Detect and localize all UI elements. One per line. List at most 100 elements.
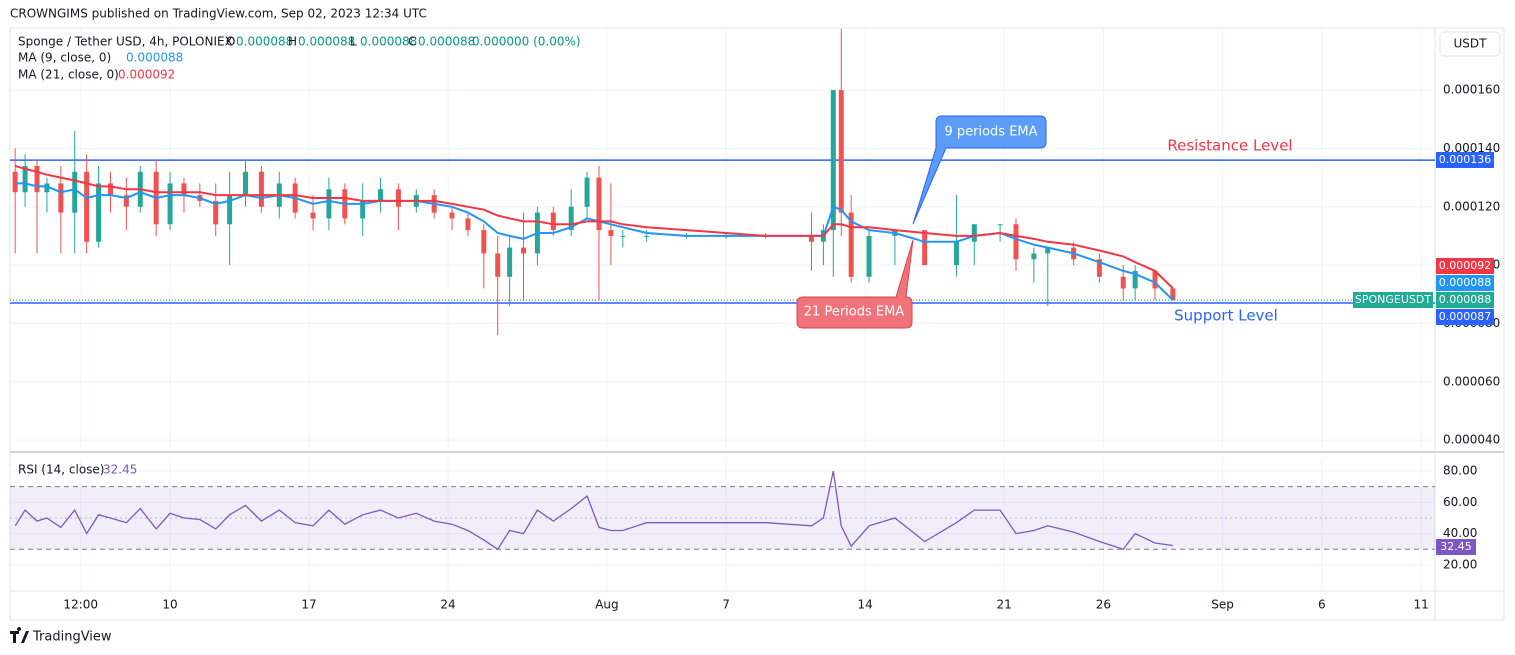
candle-body	[167, 183, 173, 225]
currency-button[interactable]	[1439, 31, 1501, 57]
callout	[796, 239, 914, 329]
y-tick-label: 0.000040	[1443, 433, 1500, 447]
rsi-tick-label: 60.00	[1443, 495, 1477, 509]
candle-body	[971, 224, 977, 242]
candle-body	[1045, 247, 1051, 254]
price-tag-label: 0.000092	[1439, 259, 1492, 272]
price-tag-label: 0.000087	[1439, 310, 1492, 323]
candle-body	[521, 247, 527, 254]
candle-body	[465, 218, 471, 231]
annotation-text: 21 Periods EMA	[804, 305, 905, 320]
annotation-text: 9 periods EMA	[944, 125, 1037, 140]
change: 0.000000 (0.00%)	[472, 35, 581, 49]
publisher: CROWNGIMS published on TradingView.com, …	[10, 7, 427, 21]
x-tick-label: 17	[301, 598, 316, 612]
candle-body	[481, 230, 487, 254]
brand-name: TradingView	[32, 630, 112, 645]
candle-body	[550, 212, 556, 231]
symbol-tag-label: SPONGEUSDT	[1355, 293, 1431, 306]
candle-body	[378, 189, 384, 201]
legend-name: MA (9, close, 0)	[18, 51, 111, 65]
y-tick-label: 0.000120	[1443, 199, 1500, 213]
candle-body	[44, 183, 50, 193]
legend-value: 0.000092	[118, 68, 175, 82]
candle-body	[326, 189, 332, 219]
candle-body	[84, 171, 90, 242]
y-tick-label: 0.000160	[1443, 83, 1500, 97]
candle-body	[620, 235, 626, 237]
candle-body	[808, 235, 814, 242]
x-tick-label: 11	[1413, 598, 1428, 612]
candle-body	[72, 171, 78, 213]
candle-body	[596, 177, 602, 231]
candle-body	[644, 235, 650, 237]
candle-body	[568, 206, 574, 231]
candle-body	[848, 212, 854, 277]
brand-logo	[10, 627, 29, 643]
candle-body	[608, 230, 614, 236]
candle-body	[1096, 259, 1102, 277]
candle-body	[495, 253, 501, 277]
candle-body	[181, 183, 187, 196]
candle-body	[866, 235, 872, 277]
rsi-tick-label: 80.00	[1443, 463, 1477, 477]
rsi-tag-label: 32.45	[1440, 540, 1472, 553]
price-tag	[1436, 258, 1494, 274]
ohlc-value: 0.000088	[418, 35, 475, 49]
frame	[9, 27, 1505, 621]
ohlc-value: 0.000088	[298, 35, 355, 49]
x-tick-label: 12:00	[63, 598, 98, 612]
annotation-9ema: 9 periods EMA	[912, 115, 1047, 225]
rsi-line	[14, 470, 1173, 551]
x-tick-label: 14	[857, 598, 872, 612]
candle-body	[1120, 276, 1126, 289]
rsi-band	[10, 486, 1435, 550]
candle-body	[830, 90, 836, 231]
candle-body	[34, 165, 40, 193]
price-tag-label: 0.000136	[1439, 153, 1492, 166]
price-tag-label: 0.000088	[1439, 276, 1492, 289]
legend-value: 0.000088	[126, 51, 183, 65]
legend-name: MA (21, close, 0)	[18, 68, 119, 82]
candle-body	[258, 171, 264, 207]
x-tick-label: 24	[440, 598, 455, 612]
x-tick-label: 6	[1318, 598, 1326, 612]
annotation-21ema: 21 Periods EMA	[796, 239, 914, 329]
ohlc-value: 0.000088	[360, 35, 417, 49]
candle-body	[22, 165, 28, 193]
candle-body	[107, 183, 113, 196]
candle-body	[395, 189, 401, 207]
candle-body	[360, 200, 366, 219]
ohlc-key: H	[288, 35, 297, 49]
currency[interactable]: USDT	[1454, 37, 1488, 51]
candle-body	[838, 90, 844, 213]
ohlc-key: C	[408, 35, 416, 49]
y-tick-label: 0.000140	[1443, 141, 1500, 155]
candle-body	[507, 247, 513, 277]
candle-body	[584, 177, 590, 207]
y-tick-label: 0.000060	[1443, 374, 1500, 388]
candle-body	[213, 200, 219, 225]
candle-body	[1152, 270, 1158, 289]
x-tick-label: Aug	[595, 598, 618, 612]
level-label: Support Level	[1174, 307, 1278, 325]
x-tick-label: 21	[996, 598, 1011, 612]
x-tick-label: 7	[722, 598, 730, 612]
x-tick-label: 26	[1096, 598, 1111, 612]
price-tag	[1436, 309, 1494, 325]
ohlc-key: O	[226, 35, 235, 49]
candle-body	[449, 212, 455, 219]
candle-body	[227, 195, 233, 225]
candle-body	[58, 183, 64, 213]
rsi-value: 32.45	[103, 463, 137, 477]
x-tick-label: 10	[162, 598, 177, 612]
candle-body	[12, 171, 18, 193]
rsi-tick-label: 20.00	[1443, 557, 1477, 571]
candle-body	[310, 212, 316, 219]
rsi-tick-label: 40.00	[1443, 526, 1477, 540]
candle-body	[243, 171, 249, 196]
candle-body	[1013, 224, 1019, 260]
level-label: Resistance Level	[1167, 137, 1292, 155]
